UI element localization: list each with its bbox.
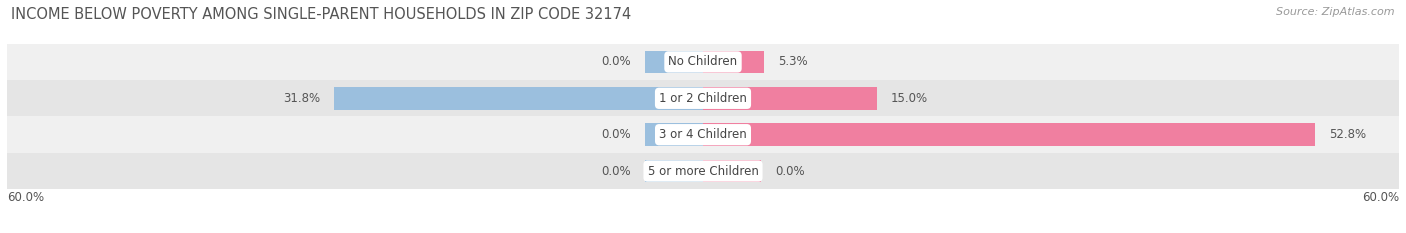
- Bar: [703, 160, 761, 182]
- Text: 52.8%: 52.8%: [1330, 128, 1367, 141]
- Text: 60.0%: 60.0%: [7, 191, 44, 204]
- Text: 5 or more Children: 5 or more Children: [648, 164, 758, 178]
- Text: 15.0%: 15.0%: [891, 92, 928, 105]
- Bar: [645, 160, 703, 182]
- Text: 60.0%: 60.0%: [1362, 191, 1399, 204]
- Text: 5.3%: 5.3%: [779, 55, 808, 69]
- Bar: [7, 153, 1399, 189]
- Text: No Children: No Children: [668, 55, 738, 69]
- Text: Source: ZipAtlas.com: Source: ZipAtlas.com: [1277, 7, 1395, 17]
- Text: INCOME BELOW POVERTY AMONG SINGLE-PARENT HOUSEHOLDS IN ZIP CODE 32174: INCOME BELOW POVERTY AMONG SINGLE-PARENT…: [11, 7, 631, 22]
- Bar: [645, 123, 703, 146]
- Bar: [703, 51, 765, 73]
- Text: 0.0%: 0.0%: [602, 164, 631, 178]
- Text: 0.0%: 0.0%: [602, 55, 631, 69]
- Text: 31.8%: 31.8%: [283, 92, 321, 105]
- Text: 3 or 4 Children: 3 or 4 Children: [659, 128, 747, 141]
- Text: 1 or 2 Children: 1 or 2 Children: [659, 92, 747, 105]
- Bar: [645, 51, 703, 73]
- Bar: [703, 87, 877, 110]
- Bar: [335, 87, 703, 110]
- Bar: [7, 44, 1399, 80]
- Bar: [7, 116, 1399, 153]
- Bar: [703, 123, 1316, 146]
- Text: 0.0%: 0.0%: [775, 164, 804, 178]
- Text: 0.0%: 0.0%: [602, 128, 631, 141]
- Bar: [7, 80, 1399, 116]
